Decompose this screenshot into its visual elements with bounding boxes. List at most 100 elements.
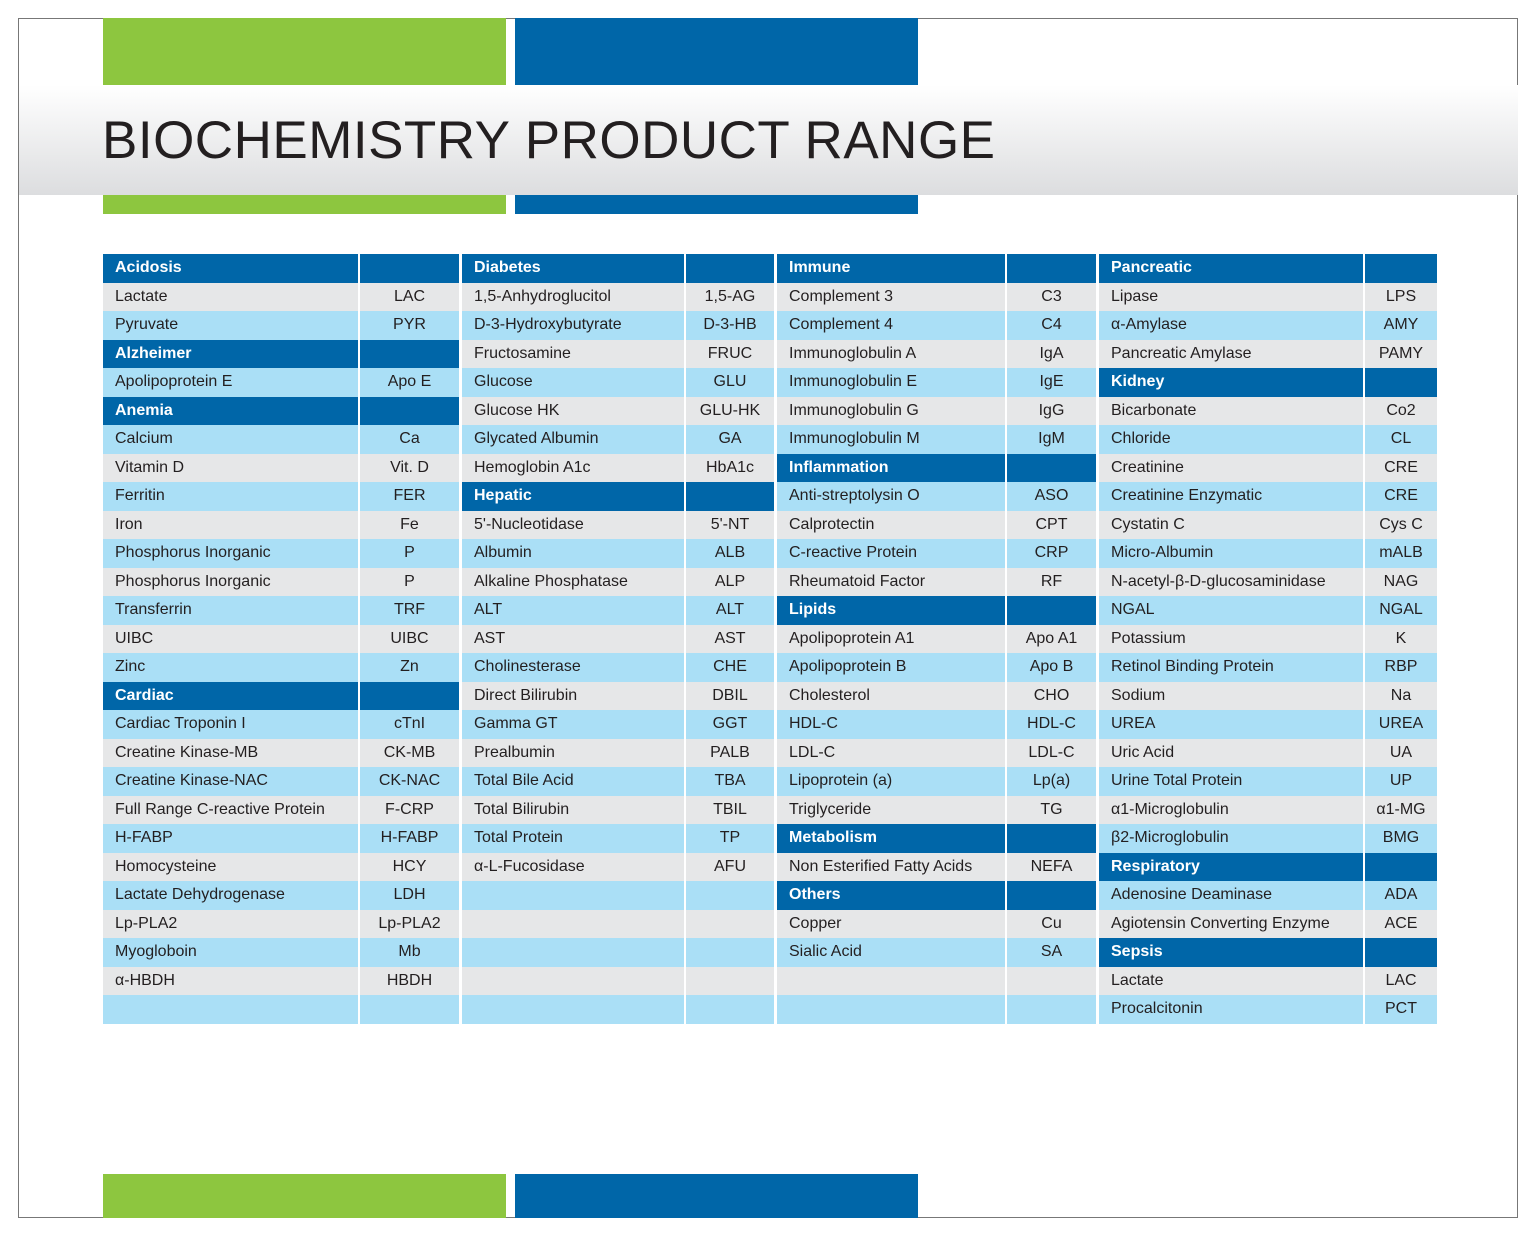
test-name: Albumin: [462, 539, 684, 568]
test-name: Immunoglobulin A: [777, 339, 1005, 368]
test-name: Glucose HK: [462, 396, 684, 425]
test-name: Complement 4: [777, 311, 1005, 340]
test-abbr: NGAL: [1365, 596, 1437, 625]
test-abbr: LAC: [360, 282, 459, 311]
section-header-cell: [1365, 254, 1437, 283]
blue-bar: [515, 195, 918, 214]
test-abbr: GA: [686, 425, 774, 454]
section-header: Metabolism: [777, 824, 1005, 853]
section-header-cell: [1365, 938, 1437, 967]
test-abbr: LPS: [1365, 282, 1437, 311]
test-name: Sodium: [1099, 681, 1363, 710]
test-name: Sialic Acid: [777, 938, 1005, 967]
test-abbr: IgA: [1007, 339, 1096, 368]
test-abbr: CHE: [686, 653, 774, 682]
test-name: Prealbumin: [462, 738, 684, 767]
test-abbr: HbA1c: [686, 453, 774, 482]
section-header-cell: [686, 254, 774, 283]
test-name: Rheumatoid Factor: [777, 567, 1005, 596]
section-header: Anemia: [103, 396, 358, 425]
test-name: Gamma GT: [462, 710, 684, 739]
test-abbr: RF: [1007, 567, 1096, 596]
test-abbr: Apo E: [360, 368, 459, 397]
test-abbr: CPT: [1007, 510, 1096, 539]
section-header: Hepatic: [462, 482, 684, 511]
test-name: Agiotensin Converting Enzyme: [1099, 909, 1363, 938]
test-abbr: P: [360, 539, 459, 568]
empty-cell: [462, 966, 684, 995]
test-abbr: TBIL: [686, 795, 774, 824]
test-abbr: 5'-NT: [686, 510, 774, 539]
test-name: 5'-Nucleotidase: [462, 510, 684, 539]
test-name: Immunoglobulin E: [777, 368, 1005, 397]
test-name: Phosphorus Inorganic: [103, 567, 358, 596]
test-name: Retinol Binding Protein: [1099, 653, 1363, 682]
test-name: Creatine Kinase-MB: [103, 738, 358, 767]
empty-cell: [462, 881, 684, 910]
test-abbr: Apo A1: [1007, 624, 1096, 653]
test-name: Micro-Albumin: [1099, 539, 1363, 568]
test-abbr: AFU: [686, 852, 774, 881]
test-name: Potassium: [1099, 624, 1363, 653]
test-abbr: Ca: [360, 425, 459, 454]
test-name: ALT: [462, 596, 684, 625]
test-name: C-reactive Protein: [777, 539, 1005, 568]
section-header-cell: [686, 482, 774, 511]
test-name: Creatine Kinase-NAC: [103, 767, 358, 796]
section-header-cell: [360, 396, 459, 425]
test-abbr: RBP: [1365, 653, 1437, 682]
test-name: Uric Acid: [1099, 738, 1363, 767]
test-name: Cholesterol: [777, 681, 1005, 710]
empty-cell: [686, 966, 774, 995]
test-name: Lactate: [103, 282, 358, 311]
test-name: Myogloboin: [103, 938, 358, 967]
test-abbr: GLU: [686, 368, 774, 397]
test-abbr: CHO: [1007, 681, 1096, 710]
test-name: H-FABP: [103, 824, 358, 853]
empty-cell: [686, 995, 774, 1024]
test-name: Procalcitonin: [1099, 995, 1363, 1024]
test-abbr: GLU-HK: [686, 396, 774, 425]
blue-bar: [515, 1174, 918, 1218]
test-name: α-L-Fucosidase: [462, 852, 684, 881]
test-name: α1-Microglobulin: [1099, 795, 1363, 824]
test-abbr: TRF: [360, 596, 459, 625]
test-name: Homocysteine: [103, 852, 358, 881]
test-abbr: Zn: [360, 653, 459, 682]
test-name: Total Bile Acid: [462, 767, 684, 796]
test-name: Complement 3: [777, 282, 1005, 311]
test-name: Anti-streptolysin O: [777, 482, 1005, 511]
section-header: Lipids: [777, 596, 1005, 625]
test-name: Hemoglobin A1c: [462, 453, 684, 482]
test-name: Lipoprotein (a): [777, 767, 1005, 796]
test-abbr: C4: [1007, 311, 1096, 340]
blue-bar: [515, 18, 918, 85]
test-name: β2-Microglobulin: [1099, 824, 1363, 853]
test-name: Phosphorus Inorganic: [103, 539, 358, 568]
test-abbr: Mb: [360, 938, 459, 967]
section-header-cell: [1365, 852, 1437, 881]
test-name: Non Esterified Fatty Acids: [777, 852, 1005, 881]
test-name: Adenosine Deaminase: [1099, 881, 1363, 910]
test-abbr: cTnI: [360, 710, 459, 739]
test-abbr: ACE: [1365, 909, 1437, 938]
test-name: Calprotectin: [777, 510, 1005, 539]
test-abbr: DBIL: [686, 681, 774, 710]
test-name: Glucose: [462, 368, 684, 397]
test-abbr: CK-NAC: [360, 767, 459, 796]
test-name: Cardiac Troponin I: [103, 710, 358, 739]
test-name: Immunoglobulin M: [777, 425, 1005, 454]
test-name: Apolipoprotein A1: [777, 624, 1005, 653]
test-abbr: CL: [1365, 425, 1437, 454]
test-name: Immunoglobulin G: [777, 396, 1005, 425]
test-abbr: Lp(a): [1007, 767, 1096, 796]
test-name: NGAL: [1099, 596, 1363, 625]
section-header: Pancreatic: [1099, 254, 1363, 283]
test-name: Copper: [777, 909, 1005, 938]
empty-cell: [462, 909, 684, 938]
test-abbr: BMG: [1365, 824, 1437, 853]
green-bar: [103, 1174, 506, 1218]
test-abbr: HDL-C: [1007, 710, 1096, 739]
test-name: Apolipoprotein E: [103, 368, 358, 397]
test-abbr: AMY: [1365, 311, 1437, 340]
